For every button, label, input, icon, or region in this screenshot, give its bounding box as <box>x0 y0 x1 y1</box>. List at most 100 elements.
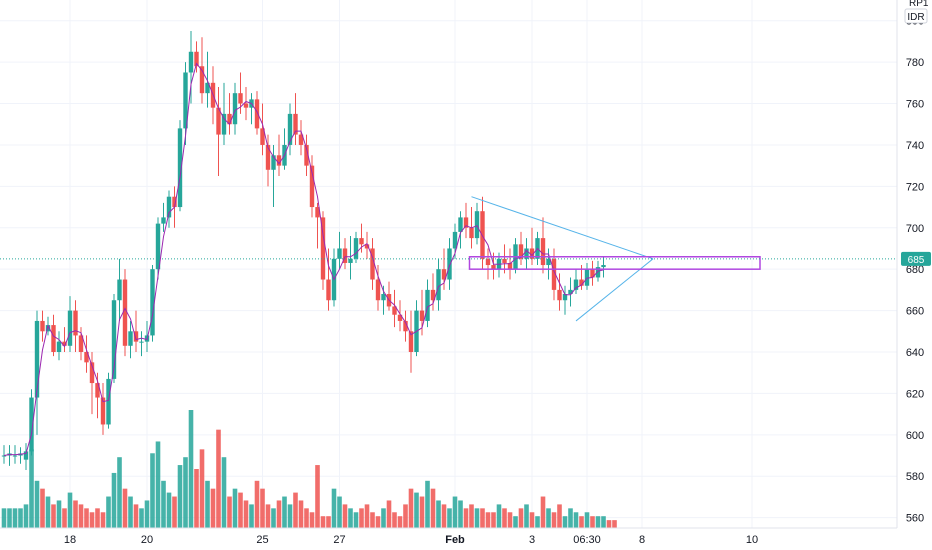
volume-bar <box>403 504 408 528</box>
candle-body <box>287 113 293 145</box>
volume-bar <box>370 512 375 528</box>
volume-bar <box>34 480 40 528</box>
candle-body <box>227 113 232 125</box>
volume-bar <box>73 500 78 528</box>
volume-bar <box>232 488 238 528</box>
volume-bar <box>579 516 584 528</box>
time-tick-label: 8 <box>639 534 645 546</box>
volume-bar <box>507 512 513 528</box>
candle-body <box>205 82 210 94</box>
candle-body <box>403 320 408 332</box>
volume-bar <box>62 508 67 528</box>
volume-bar <box>89 512 95 528</box>
volume-bar <box>513 516 518 528</box>
candle-body <box>177 128 183 208</box>
volume-bar <box>392 512 397 528</box>
volume-bar <box>590 516 595 528</box>
candle-body <box>265 144 271 170</box>
candle-body <box>111 300 117 379</box>
time-tick-label: 06:30 <box>573 534 601 546</box>
candle-body <box>1 455 7 457</box>
candle-body <box>397 314 403 321</box>
candle-body <box>84 352 89 363</box>
resistance-trendline[interactable] <box>471 196 654 260</box>
volume-bar <box>194 469 199 528</box>
last-price-badge <box>901 251 931 266</box>
volume-bar <box>612 520 617 528</box>
volume-bar <box>430 488 436 528</box>
price-tick-label: 560 <box>906 513 924 525</box>
price-axis[interactable]: 560580600620640660680700720740760780800 <box>906 16 924 525</box>
candle-body <box>95 383 100 398</box>
candle-body <box>67 310 73 346</box>
volume-bar <box>254 480 260 528</box>
volume-bar <box>425 480 430 528</box>
candle-body <box>326 279 331 301</box>
candle-body <box>441 269 447 280</box>
volume-bar <box>595 516 601 528</box>
volume-bar <box>276 500 282 528</box>
candle-body <box>342 248 348 263</box>
candle-body <box>161 217 166 224</box>
candle-body <box>194 51 199 67</box>
candle-body <box>595 267 601 278</box>
price-tick-label: 660 <box>906 306 924 318</box>
volume-bar <box>249 504 254 528</box>
volume-bar <box>122 488 128 528</box>
time-tick-label: 18 <box>64 534 76 546</box>
candle-body <box>122 279 128 346</box>
triangle-pattern <box>468 196 761 322</box>
volume-bar <box>282 496 287 528</box>
candle-body <box>381 294 386 301</box>
volume-bar <box>337 496 342 528</box>
volume-bar <box>568 508 573 528</box>
volume-bar <box>540 496 546 528</box>
currency-label: IDR <box>907 12 924 23</box>
candle-body <box>139 341 144 343</box>
volume-bar <box>150 453 155 528</box>
volume-bar <box>183 457 188 528</box>
moving-average-line <box>3 62 604 456</box>
volume-bar <box>458 500 463 528</box>
volume-bar <box>463 508 469 528</box>
volume-bar <box>342 504 348 528</box>
volume-bar <box>271 508 276 528</box>
volume-bar <box>375 516 381 528</box>
volume-bar <box>353 512 359 528</box>
volume-bar <box>111 472 117 528</box>
time-axis[interactable]: 18 20 25 27 Feb 3 06:30 8 10 <box>64 534 758 546</box>
volume-bar <box>386 500 392 528</box>
candle-body <box>348 258 353 263</box>
candle-body <box>106 378 111 425</box>
support-trendline[interactable] <box>575 258 654 322</box>
volume-bar <box>480 508 485 528</box>
candle-body <box>529 248 535 259</box>
candle-body <box>133 331 139 342</box>
volume-bar <box>546 508 551 528</box>
candle-body <box>298 134 304 145</box>
volume-bar <box>199 449 205 528</box>
currency-badge[interactable] <box>904 8 928 24</box>
volume-bar <box>128 496 133 528</box>
volume-bar <box>562 516 568 528</box>
time-tick-label: 20 <box>141 534 153 546</box>
volume-bar <box>485 512 491 528</box>
volume-bar <box>12 508 18 528</box>
candle-body <box>117 279 122 301</box>
volume-bar <box>304 508 309 528</box>
candle-body <box>243 103 249 108</box>
volume-bar <box>359 508 364 528</box>
candle-body <box>155 223 161 270</box>
candle-body <box>568 289 573 295</box>
candle-body <box>491 265 496 270</box>
horizontal-band[interactable] <box>468 256 761 270</box>
volume-bar <box>23 504 29 528</box>
volume-bar <box>414 492 419 528</box>
volume-bar <box>397 516 403 528</box>
candle-body <box>320 217 326 280</box>
candle-body <box>364 244 370 249</box>
price-tick-label: 620 <box>906 388 924 400</box>
volume-bar <box>78 504 84 528</box>
candle-body <box>579 279 584 286</box>
volume-bar <box>95 508 100 528</box>
